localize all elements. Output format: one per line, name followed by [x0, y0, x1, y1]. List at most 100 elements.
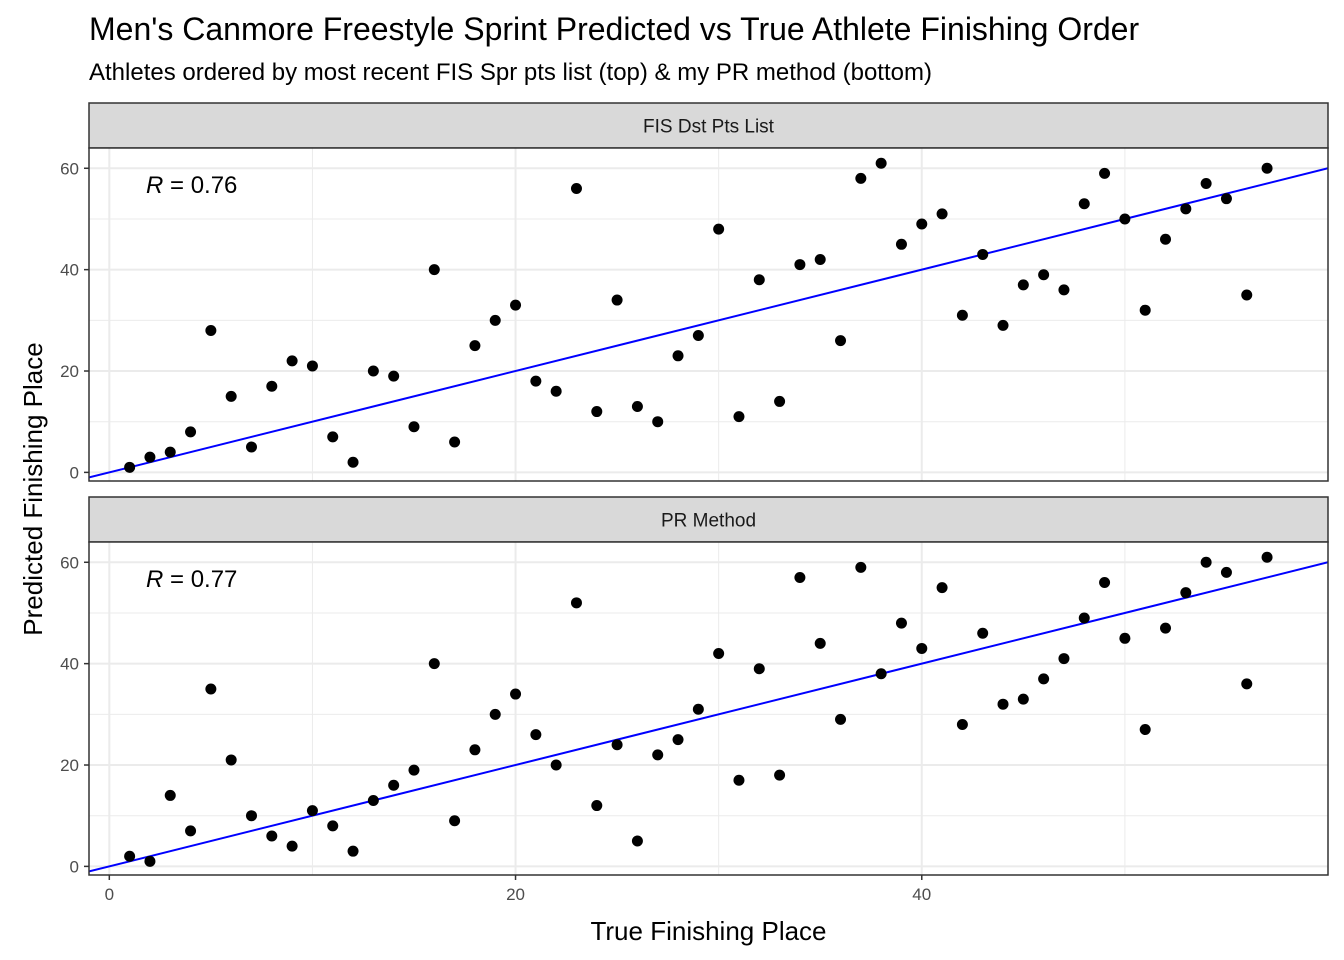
data-point — [794, 259, 806, 271]
data-point — [1099, 167, 1111, 179]
data-point — [1241, 678, 1253, 690]
data-point — [408, 764, 420, 776]
data-point — [1078, 612, 1090, 624]
data-point — [164, 789, 176, 801]
data-point — [266, 830, 278, 842]
data-point — [164, 446, 176, 458]
data-point — [814, 637, 826, 649]
y-tick-label: 60 — [60, 553, 79, 572]
data-point — [997, 698, 1009, 710]
y-tick-label: 20 — [60, 362, 79, 381]
data-point — [1180, 203, 1192, 215]
data-point — [367, 365, 379, 377]
data-point — [855, 561, 867, 573]
y-tick-label: 20 — [60, 756, 79, 775]
data-point — [1180, 587, 1192, 599]
data-point — [530, 375, 542, 387]
data-point — [1261, 162, 1273, 174]
data-point — [774, 395, 786, 407]
data-point — [225, 754, 237, 766]
y-axis-title: Predicted Finishing Place — [18, 342, 48, 635]
data-point — [1139, 304, 1151, 316]
data-point — [1119, 213, 1131, 225]
data-point — [936, 582, 948, 594]
x-tick-label: 0 — [105, 885, 114, 904]
data-point — [1220, 566, 1232, 578]
data-point — [895, 617, 907, 629]
data-point — [510, 299, 522, 311]
data-point — [408, 421, 420, 433]
data-point — [550, 759, 562, 771]
panel-fis-dst-pts: FIS Dst Pts List R = 0.76 0 20 40 60 — [60, 102, 1329, 482]
data-point — [306, 805, 318, 817]
data-point — [835, 713, 847, 725]
y-tick-label: 0 — [70, 463, 79, 482]
data-point — [388, 370, 400, 382]
data-point — [936, 208, 948, 220]
data-point — [225, 390, 237, 402]
panel-border — [88, 147, 1329, 482]
data-point — [1078, 198, 1090, 210]
data-point — [855, 172, 867, 184]
data-point — [347, 845, 359, 857]
data-point — [997, 319, 1009, 331]
data-point — [672, 350, 684, 362]
y-tick-label: 40 — [60, 655, 79, 674]
data-point — [1058, 653, 1070, 665]
data-point — [1139, 724, 1151, 736]
data-point — [327, 820, 339, 832]
data-point — [1058, 284, 1070, 296]
data-point — [977, 248, 989, 260]
data-point — [266, 380, 278, 392]
data-point — [550, 385, 562, 397]
data-point — [449, 815, 461, 827]
data-point — [124, 461, 136, 473]
data-point — [530, 729, 542, 741]
data-point — [570, 597, 582, 609]
data-point — [205, 324, 217, 336]
data-point — [875, 668, 887, 680]
data-point — [428, 658, 440, 670]
data-point — [774, 769, 786, 781]
data-point — [1017, 693, 1029, 705]
panel-border — [88, 541, 1329, 876]
data-point — [713, 223, 725, 235]
data-point — [1099, 577, 1111, 589]
x-tick-label: 20 — [506, 885, 525, 904]
data-point — [591, 406, 603, 418]
data-point — [428, 264, 440, 276]
data-point — [652, 749, 664, 761]
data-point — [611, 739, 623, 751]
data-point — [1160, 622, 1172, 634]
strip-label: PR Method — [661, 511, 756, 532]
data-point — [570, 183, 582, 195]
x-axis-title: True Finishing Place — [590, 916, 826, 946]
data-point — [124, 850, 136, 862]
correlation-label: R = 0.77 — [146, 566, 237, 593]
data-point — [1261, 551, 1273, 563]
data-point — [144, 855, 156, 867]
data-point — [591, 800, 603, 812]
data-point — [1038, 673, 1050, 685]
chart-subtitle: Athletes ordered by most recent FIS Spr … — [89, 59, 932, 86]
data-point — [956, 309, 968, 321]
strip-background — [88, 496, 1329, 543]
data-point — [1241, 289, 1253, 301]
data-point — [753, 663, 765, 675]
data-point — [672, 734, 684, 746]
data-point — [1220, 193, 1232, 205]
data-point — [733, 774, 745, 786]
data-point — [185, 825, 197, 837]
data-point — [469, 340, 481, 352]
data-point — [449, 436, 461, 448]
chart-title: Men's Canmore Freestyle Sprint Predicted… — [89, 11, 1140, 47]
correlation-label: R = 0.76 — [146, 172, 237, 199]
data-point — [956, 718, 968, 730]
data-point — [895, 238, 907, 250]
data-point — [489, 314, 501, 326]
data-point — [611, 294, 623, 306]
y-tick-label: 0 — [70, 857, 79, 876]
x-tick-label: 40 — [912, 885, 931, 904]
data-point — [327, 431, 339, 443]
